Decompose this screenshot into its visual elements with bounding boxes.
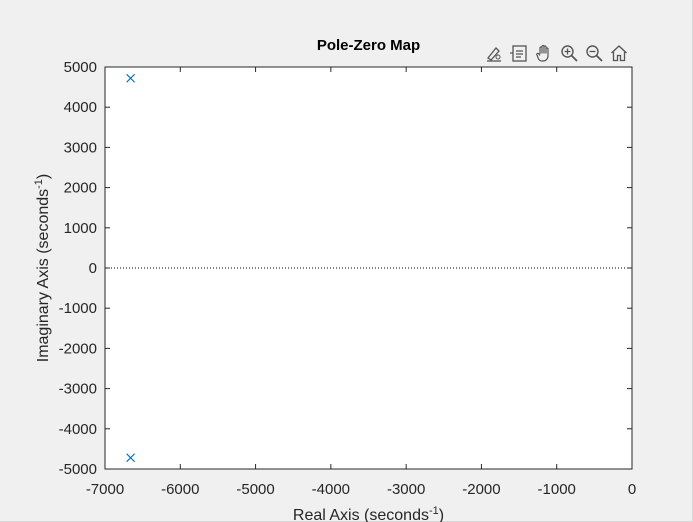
x-tick-label: -3000	[387, 481, 425, 498]
x-tick-label: -1000	[538, 481, 576, 498]
pole-marker	[126, 73, 136, 83]
chart-title: Pole-Zero Map	[317, 37, 420, 54]
x-tick-label: -4000	[312, 481, 350, 498]
zoom-out-icon[interactable]	[582, 41, 606, 65]
y-tick-label: -2000	[59, 340, 97, 357]
x-tick-label: -7000	[86, 481, 124, 498]
brush-icon[interactable]	[482, 41, 506, 65]
y-axis-label: Imaginary Axis (seconds-1)	[33, 174, 52, 363]
y-tick-label: 2000	[64, 180, 97, 197]
y-tick-label: -1000	[59, 300, 97, 317]
y-tick-label: -5000	[59, 461, 97, 478]
x-tick-label: 0	[628, 481, 636, 498]
y-tick-label: 5000	[64, 59, 97, 76]
y-tick-label: 3000	[64, 139, 97, 156]
x-tick-label: -6000	[161, 481, 199, 498]
pan-hand-icon[interactable]	[532, 41, 556, 65]
y-tick-label: -3000	[59, 381, 97, 398]
y-tick-label: -4000	[59, 421, 97, 438]
axes-toolbar	[482, 41, 631, 65]
data-tips-icon[interactable]	[507, 41, 531, 65]
y-tick-label: 1000	[64, 220, 97, 237]
x-tick-label: -2000	[462, 481, 500, 498]
y-tick-label: 0	[89, 260, 97, 277]
home-icon[interactable]	[607, 41, 631, 65]
x-tick-label: -5000	[236, 481, 274, 498]
zoom-in-icon[interactable]	[557, 41, 581, 65]
pole-marker	[126, 453, 136, 463]
y-tick-label: 4000	[64, 99, 97, 116]
x-axis-label: Real Axis (seconds-1)	[293, 505, 444, 522]
